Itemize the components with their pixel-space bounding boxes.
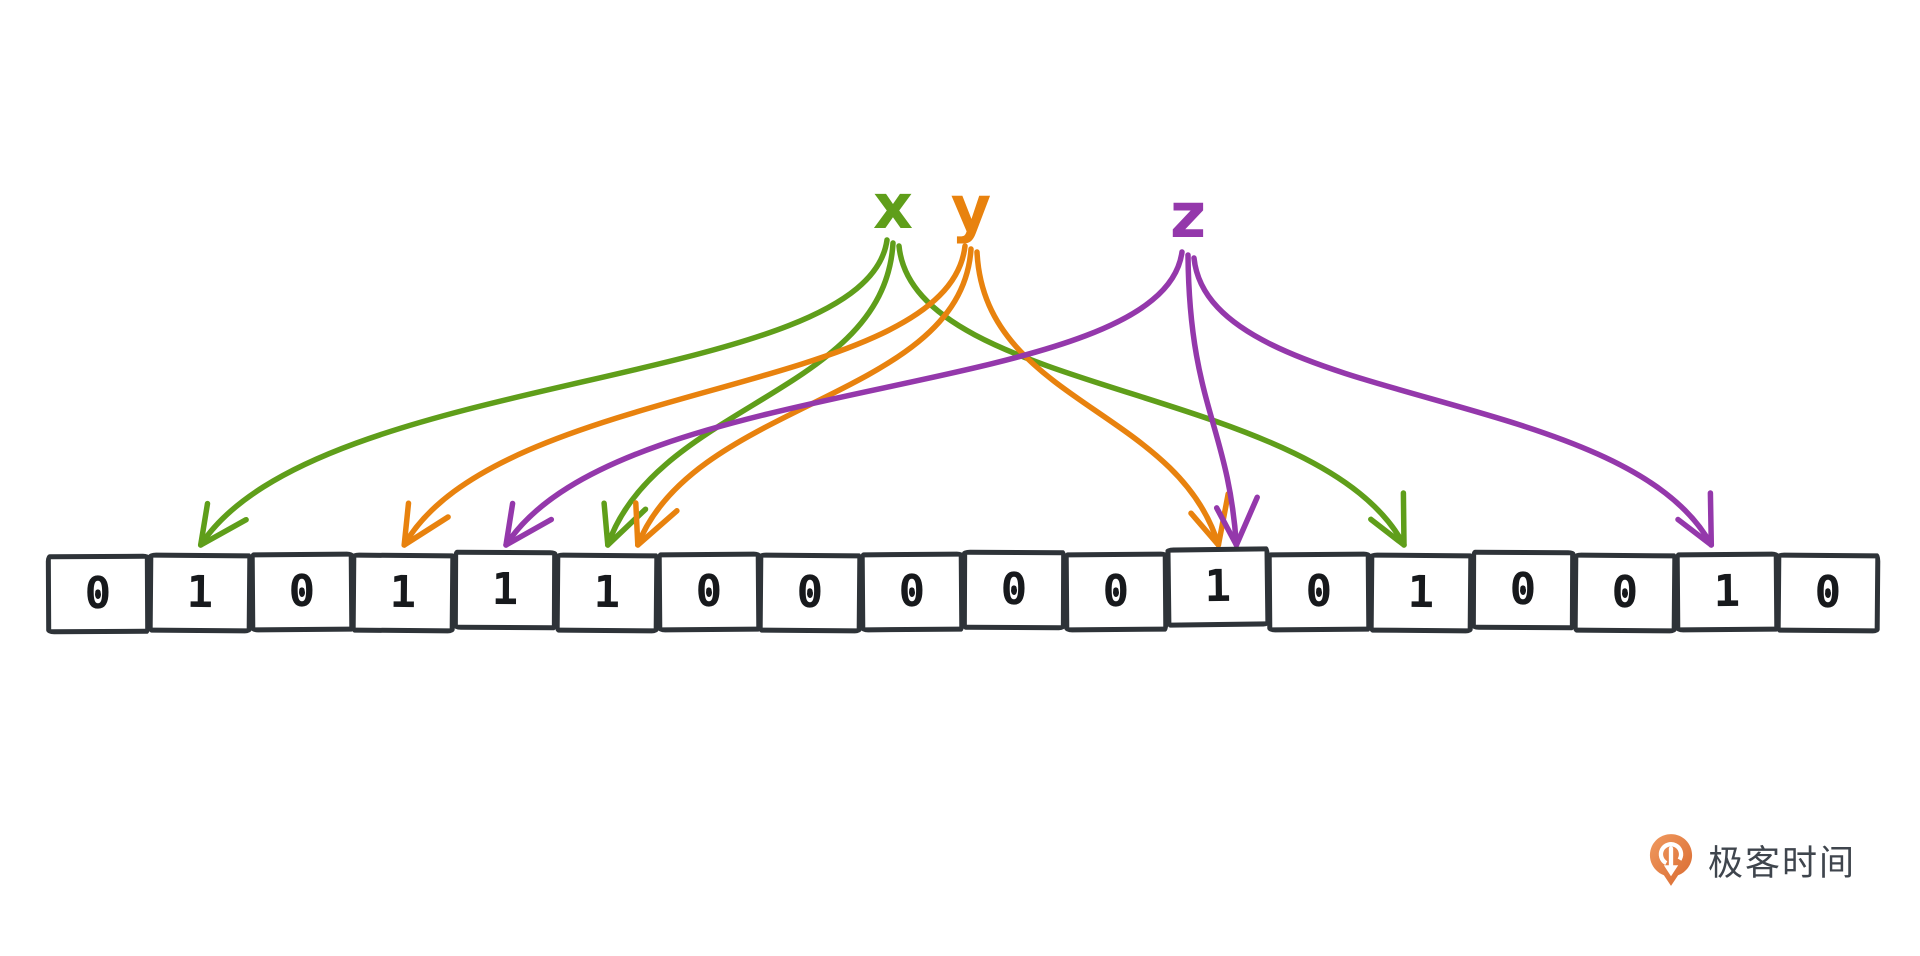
- bit-value: 1: [1407, 566, 1435, 619]
- bit-cell: 1: [1674, 551, 1779, 633]
- arrowhead-x-cell-6: [601, 500, 649, 548]
- brand-name: 极客时间: [1707, 843, 1856, 884]
- bit-cell: 0: [1775, 552, 1881, 634]
- bit-cell: 0: [45, 553, 151, 635]
- hash-label-x: x: [873, 170, 913, 243]
- bit-cell: 1: [554, 552, 660, 634]
- hash-label-y: y: [950, 172, 992, 245]
- bit-value: 0: [1102, 565, 1130, 618]
- brand-footer: 极客时间: [1648, 832, 1856, 888]
- bit-value: 0: [1611, 566, 1639, 619]
- bit-cell: 0: [1470, 549, 1575, 631]
- bit-array-row: 0 1 0 1 1 1 0 0 0 0 0 1 0 1 0 0 1 0: [45, 546, 1881, 635]
- arrowhead-y-cell-4: [401, 500, 451, 548]
- arrowhead-x-cell-14: [1368, 490, 1407, 548]
- bit-value: 1: [593, 566, 621, 619]
- bit-value: 1: [1712, 565, 1740, 618]
- bit-cell: 0: [859, 551, 965, 633]
- bit-cell: 0: [1267, 551, 1372, 633]
- arrow-z-to-cell-5: [503, 249, 1185, 548]
- bit-cell: 1: [1165, 546, 1270, 628]
- arrow-z-to-cell-12: [1185, 252, 1240, 548]
- bit-cell: 1: [147, 552, 252, 634]
- arrow-z-to-cell-17: [1191, 255, 1715, 548]
- bit-cell: 0: [961, 549, 1066, 631]
- arrowhead-y-cell-12: [1188, 491, 1231, 548]
- arrow-x-to-cell-14: [896, 243, 1407, 548]
- bit-value: 1: [1203, 560, 1231, 613]
- bit-value: 0: [84, 567, 112, 620]
- bit-value: 1: [389, 566, 417, 619]
- arrowhead-z-cell-17: [1675, 490, 1715, 548]
- bit-cell: 0: [656, 551, 761, 633]
- bit-cell: 0: [758, 552, 863, 634]
- hash-label-z: z: [1169, 179, 1207, 252]
- bit-value: 0: [1814, 566, 1842, 619]
- bit-value: 0: [695, 565, 723, 618]
- bit-cell: 0: [249, 551, 354, 633]
- arrowhead-z-cell-5: [503, 500, 555, 548]
- arrowhead-x-cell-2: [197, 500, 249, 548]
- bit-cell: 0: [1063, 551, 1168, 633]
- bit-value: 1: [186, 566, 214, 619]
- arrow-y-to-cell-6: [635, 246, 974, 548]
- bit-value: 0: [1305, 565, 1333, 618]
- bit-cell: 0: [1572, 552, 1677, 634]
- arrow-y-to-cell-12: [974, 249, 1222, 548]
- bit-value: 0: [1509, 563, 1537, 616]
- bit-value: 0: [898, 565, 926, 618]
- geektime-logo-icon: [1649, 834, 1693, 886]
- bit-value: 0: [287, 565, 315, 618]
- arrow-x-to-cell-6: [605, 240, 896, 548]
- arrowhead-y-cell-6: [633, 500, 680, 548]
- bit-value: 1: [491, 563, 519, 616]
- bit-cell: 1: [1368, 552, 1474, 634]
- arrowhead-z-cell-12: [1213, 494, 1260, 548]
- bit-cell: 1: [452, 549, 558, 631]
- bit-value: 0: [1000, 563, 1028, 616]
- arrow-x-to-cell-2: [197, 237, 890, 548]
- bit-cell: 1: [350, 552, 456, 634]
- arrow-y-to-cell-4: [401, 243, 968, 548]
- bit-value: 0: [796, 566, 824, 619]
